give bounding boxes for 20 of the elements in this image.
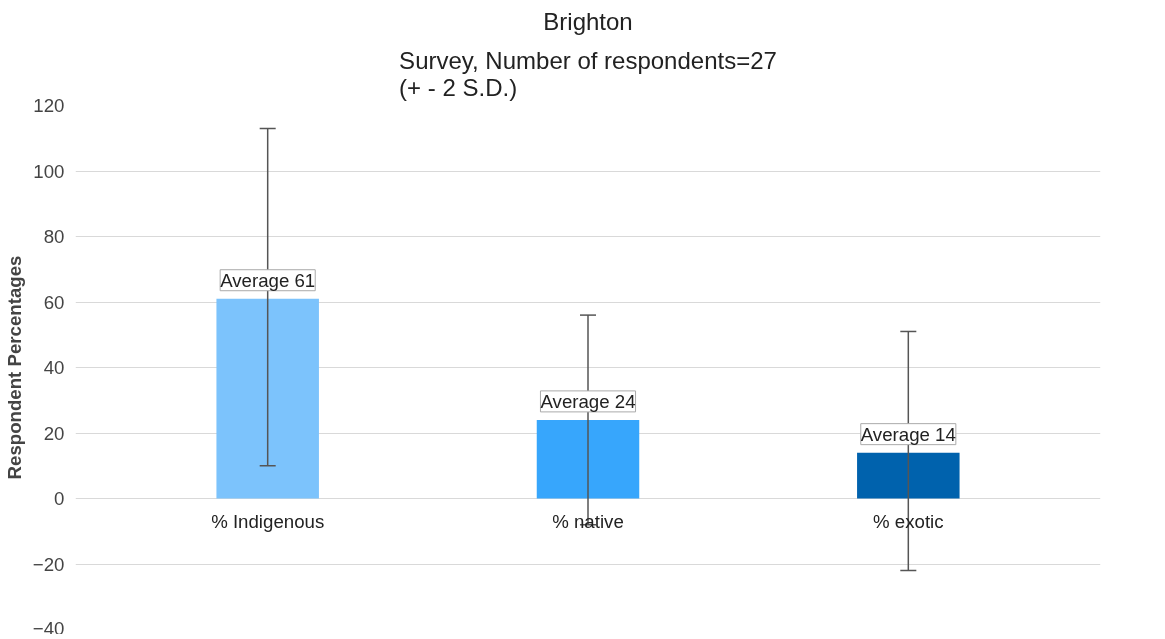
bar bbox=[216, 298, 319, 499]
bar bbox=[536, 419, 640, 499]
y-tick-label: 120 bbox=[33, 95, 65, 116]
y-tick-label: 80 bbox=[43, 226, 65, 247]
y-tick-label: 0 bbox=[54, 488, 65, 509]
chart-subtitle: Survey, Number of respondents=27 (+ - 2 S.D.) bbox=[399, 46, 777, 101]
chart-title: Brighton bbox=[543, 7, 633, 35]
y-tick-label: 60 bbox=[43, 291, 65, 313]
y-tick-label: −40 bbox=[32, 617, 65, 639]
data-label: Average 14 bbox=[860, 423, 956, 445]
data-label: Average 24 bbox=[540, 390, 636, 412]
data-label: Average 61 bbox=[220, 269, 316, 291]
x-tick-label: % native bbox=[552, 510, 624, 532]
y-tick-label: 40 bbox=[43, 357, 65, 378]
y-axis-title: Respondent Percentages bbox=[3, 255, 25, 480]
y-tick-label: 20 bbox=[43, 422, 65, 444]
bar bbox=[857, 452, 960, 499]
y-tick-label: −20 bbox=[32, 553, 65, 575]
y-tick-label: 100 bbox=[33, 160, 65, 182]
x-tick-label: % Indigenous bbox=[211, 510, 325, 532]
